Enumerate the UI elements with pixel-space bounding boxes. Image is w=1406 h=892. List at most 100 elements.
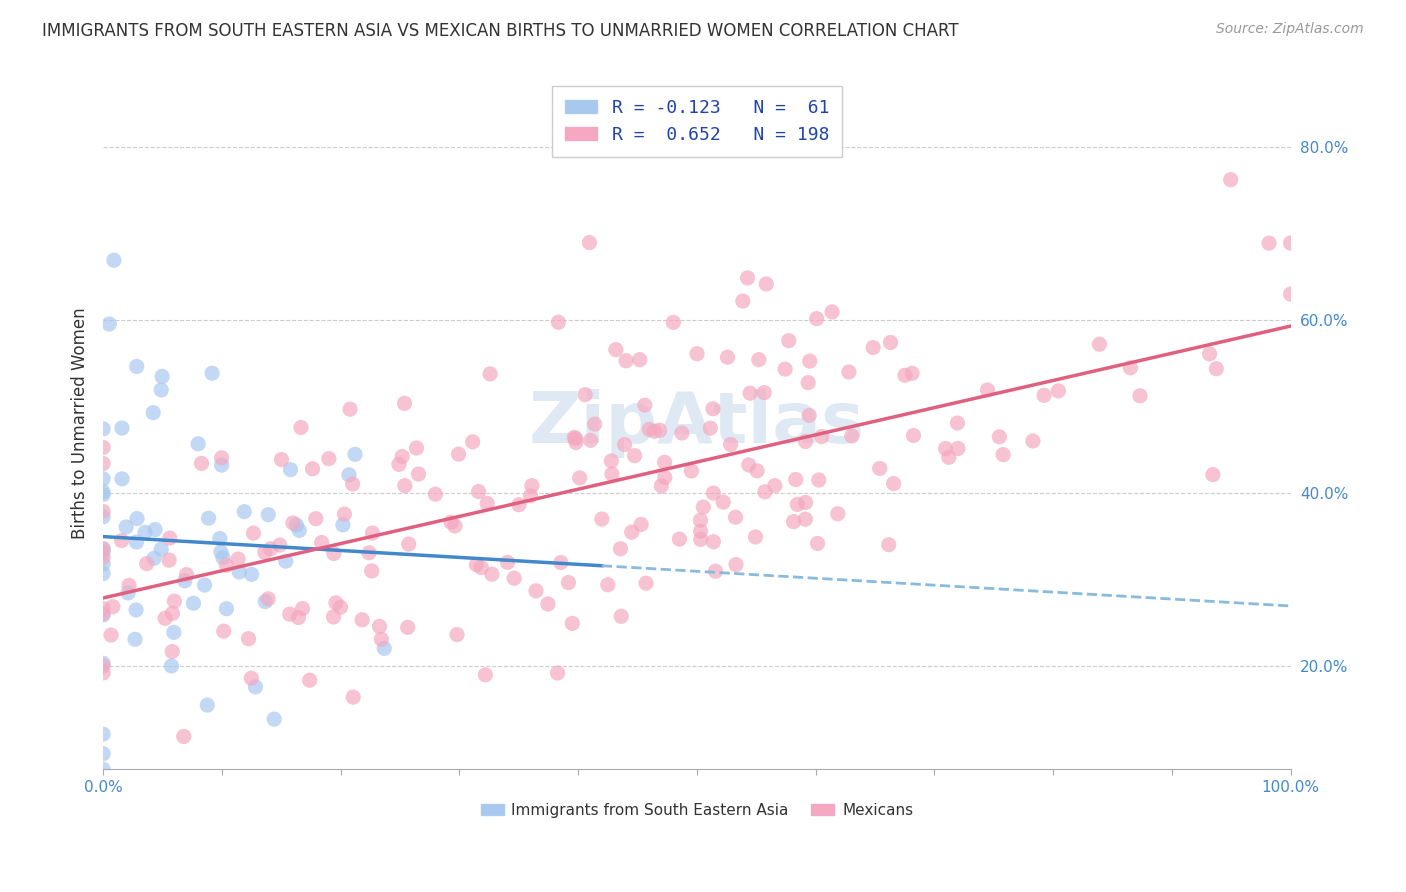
Point (797, 376, 820, 390)
Point (894, 368, 917, 383)
Point (550, 556, 572, 570)
Point (333, 507, 356, 521)
Point (605, 343, 627, 357)
Point (799, 354, 821, 368)
Text: IMMIGRANTS FROM SOUTH EASTERN ASIA VS MEXICAN BIRTHS TO UNMARRIED WOMEN CORRELAT: IMMIGRANTS FROM SOUTH EASTERN ASIA VS ME… (42, 22, 959, 40)
Point (280, 463, 302, 477)
Point (91, 762, 114, 776)
Point (686, 347, 709, 361)
Point (253, 545, 276, 559)
Point (946, 416, 969, 430)
Point (806, 536, 828, 550)
Point (162, 607, 184, 621)
Point (496, 555, 519, 569)
Point (357, 546, 380, 560)
Point (183, 596, 205, 610)
Point (620, 525, 643, 540)
Point (643, 424, 665, 438)
Point (103, 253, 125, 268)
Point (662, 315, 685, 329)
Point (143, 551, 166, 566)
Point (368, 619, 391, 633)
Point (142, 406, 165, 420)
Point (160, 644, 183, 658)
Point (281, 516, 304, 530)
Point (623, 449, 645, 463)
Point (311, 535, 333, 549)
Point (699, 421, 721, 435)
Point (754, 385, 776, 400)
Point (285, 518, 308, 533)
Point (547, 665, 569, 680)
Point (782, 515, 804, 529)
Point (579, 434, 602, 448)
Point (786, 497, 808, 511)
Point (322, 546, 344, 560)
Point (163, 594, 186, 608)
Point (596, 578, 619, 592)
Point (254, 594, 277, 608)
Point (537, 597, 560, 611)
Point (689, 533, 711, 547)
Point (934, 442, 956, 456)
Point (101, 599, 124, 614)
Point (240, 671, 263, 685)
Point (91, 457, 114, 471)
Point (1119, 360, 1142, 375)
Point (731, 293, 754, 308)
Point (301, 462, 323, 476)
Point (259, 541, 281, 556)
Point (150, 369, 173, 384)
Point (91, 657, 114, 671)
Point (398, 537, 420, 551)
Point (745, 464, 768, 478)
Point (91, 545, 114, 559)
Point (370, 632, 392, 647)
Point (614, 353, 637, 368)
Point (278, 607, 301, 622)
Point (794, 434, 817, 449)
Point (190, 456, 212, 470)
Point (903, 428, 925, 442)
Point (1279, 287, 1302, 301)
Point (233, 505, 256, 519)
Point (91, 509, 114, 524)
Point (481, 567, 503, 582)
Point (444, 519, 467, 533)
Point (1279, 235, 1302, 250)
Point (613, 438, 636, 452)
Point (125, 535, 148, 549)
Point (176, 567, 198, 582)
Point (332, 517, 354, 532)
Point (877, 538, 900, 552)
Point (360, 564, 382, 578)
Point (702, 401, 724, 416)
Point (668, 532, 690, 546)
Point (778, 334, 800, 348)
Point (591, 512, 613, 526)
Point (583, 417, 606, 431)
Point (1198, 347, 1220, 361)
Text: ZipAtlas: ZipAtlas (529, 389, 865, 458)
Point (197, 511, 219, 525)
Point (91, 550, 114, 565)
Point (263, 712, 285, 726)
Point (547, 315, 569, 329)
Point (394, 478, 416, 492)
Point (337, 467, 360, 482)
Point (519, 489, 541, 503)
Point (110, 533, 132, 548)
Point (807, 473, 830, 487)
Point (111, 472, 134, 486)
Point (785, 473, 807, 487)
Point (446, 627, 468, 641)
Point (879, 335, 901, 350)
Point (160, 659, 183, 673)
Point (654, 470, 676, 484)
Point (125, 359, 148, 374)
Point (91, 665, 114, 680)
Point (91, 607, 114, 622)
Point (215, 601, 238, 615)
Point (1202, 467, 1225, 482)
Point (724, 510, 747, 524)
